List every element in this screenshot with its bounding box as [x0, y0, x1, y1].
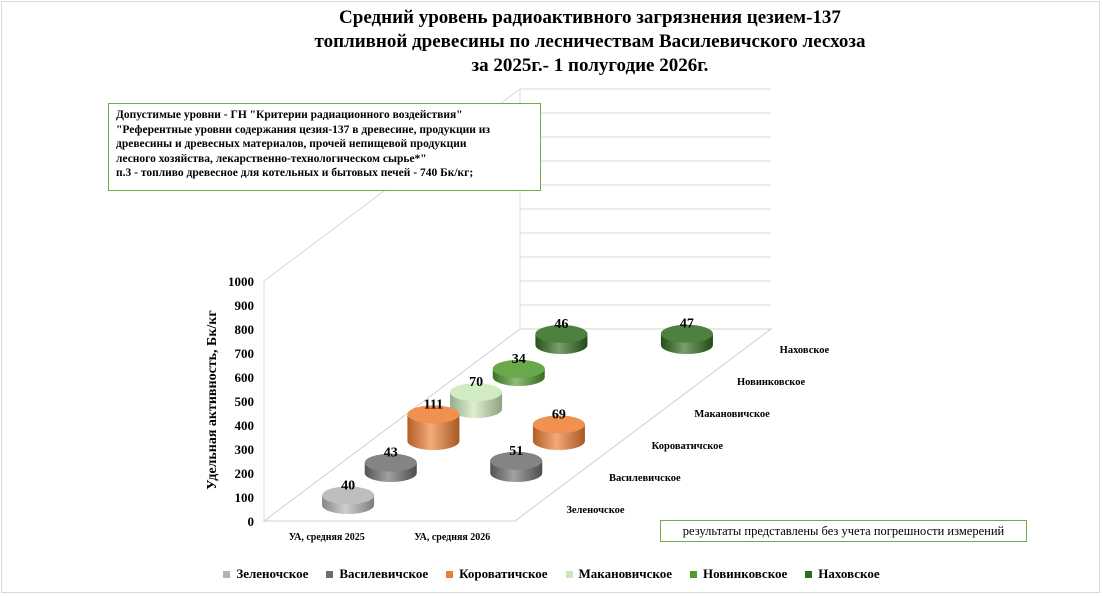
- legend-label: Макановичское: [578, 566, 672, 581]
- norm-line-3: древесины и древесных материалов, прочей…: [116, 138, 467, 150]
- depth-series-label: Василевичское: [609, 473, 681, 484]
- y-tick-label: 0: [248, 514, 255, 529]
- y-tick-label: 200: [235, 466, 255, 481]
- title-line-3: за 2025г.- 1 полугодие 2026г.: [471, 55, 709, 76]
- cylinder-bar: [492, 359, 545, 386]
- x-axis-categories: УА, средняя 2025 УА, средняя 2026: [289, 532, 491, 543]
- data-label: 70: [469, 375, 483, 390]
- data-label: 47: [680, 317, 694, 332]
- cylinder-bars: [322, 324, 713, 514]
- data-label: 40: [341, 478, 355, 493]
- norm-annotation-box: Допустимые уровни - ГН "Критерии радиаци…: [108, 103, 541, 191]
- legend-item: Короватичское: [446, 566, 548, 582]
- data-label: 51: [509, 444, 523, 459]
- cylinder-bar: [490, 451, 543, 482]
- data-label: 111: [424, 397, 443, 412]
- legend-swatch: [446, 570, 454, 578]
- depth-axis-series: Зеленочское Василевичское Короватичское Мак…: [566, 345, 829, 516]
- depth-series-label: Короватичское: [652, 441, 724, 452]
- legend-swatch: [326, 570, 334, 578]
- measurement-footnote: результаты представлены без учета погреш…: [660, 520, 1027, 542]
- data-label: 46: [554, 317, 568, 332]
- norm-line-2: "Референтные уровни содержания цезия-137…: [116, 123, 491, 136]
- y-tick-label: 800: [235, 322, 255, 337]
- y-tick-label: 1000: [228, 274, 254, 289]
- depth-series-label: Макановичское: [694, 409, 770, 420]
- chart-title: Средний уровень радиоактивного загрязнен…: [240, 6, 940, 78]
- legend-item: Зеленочское: [223, 566, 308, 582]
- y-tick-label: 400: [235, 418, 255, 433]
- y-axis-title-text: Удельная активность, Бк/кг: [205, 310, 220, 490]
- data-label: 43: [384, 446, 398, 461]
- y-tick-label: 900: [235, 298, 255, 313]
- cylinder-bar: [660, 324, 713, 354]
- depth-series-label: Наховское: [780, 345, 830, 356]
- y-tick-label: 300: [235, 442, 255, 457]
- legend-label: Новинковское: [702, 566, 788, 581]
- cylinder-bar: [535, 324, 588, 354]
- y-tick-label: 600: [235, 370, 255, 385]
- cylinder-bar: [364, 453, 417, 482]
- cylinder-bar: [532, 415, 585, 450]
- category-label: УА, средняя 2025: [289, 532, 365, 543]
- depth-series-label: Зеленочское: [566, 505, 625, 516]
- legend-label: Василевичское: [339, 566, 429, 581]
- legend-label: Зеленочское: [236, 566, 309, 581]
- data-label: 69: [552, 407, 566, 422]
- norm-line-5: п.3 - топливо древесное для котельных и …: [116, 167, 474, 179]
- legend-item: Макановичское: [565, 566, 672, 582]
- legend-label: Наховское: [818, 566, 880, 581]
- chart-floor: [262, 328, 773, 522]
- title-line-2: топливной древесины по лесничествам Васи…: [314, 31, 866, 52]
- cylinder-bar: [450, 383, 503, 419]
- legend-swatch: [223, 570, 231, 578]
- y-tick-label: 500: [235, 394, 255, 409]
- category-label: УА, средняя 2026: [414, 532, 490, 543]
- cylinder-bar: [407, 405, 460, 450]
- norm-line-4: лесного хозяйства, лекарственно-технолог…: [116, 152, 427, 165]
- legend-swatch: [689, 570, 697, 578]
- data-labels: 46 47 34 70 111 69 43 51 40: [341, 317, 694, 494]
- legend-swatch: [565, 570, 573, 578]
- title-line-1: Средний уровень радиоактивного загрязнен…: [339, 7, 841, 28]
- legend-item: Новинковское: [689, 566, 788, 582]
- y-tick-label: 100: [235, 490, 255, 505]
- y-axis-ticks: 0 100 200 300 400 500 600 700 800 900 1000: [228, 274, 254, 529]
- legend-label: Короватичское: [459, 566, 548, 581]
- y-tick-label: 700: [235, 346, 255, 361]
- depth-series-label: Новинковское: [737, 377, 805, 388]
- data-label: 34: [512, 352, 526, 367]
- chart-legend: Зеленочское Василевичское Короватичское Мак…: [0, 566, 1103, 582]
- norm-line-1: Допустимые уровни - ГН "Критерии радиаци…: [116, 109, 463, 121]
- legend-swatch: [805, 570, 813, 578]
- cylinder-bar: [322, 486, 375, 514]
- legend-item: Василевичское: [326, 566, 428, 582]
- legend-item: Наховское: [805, 566, 880, 582]
